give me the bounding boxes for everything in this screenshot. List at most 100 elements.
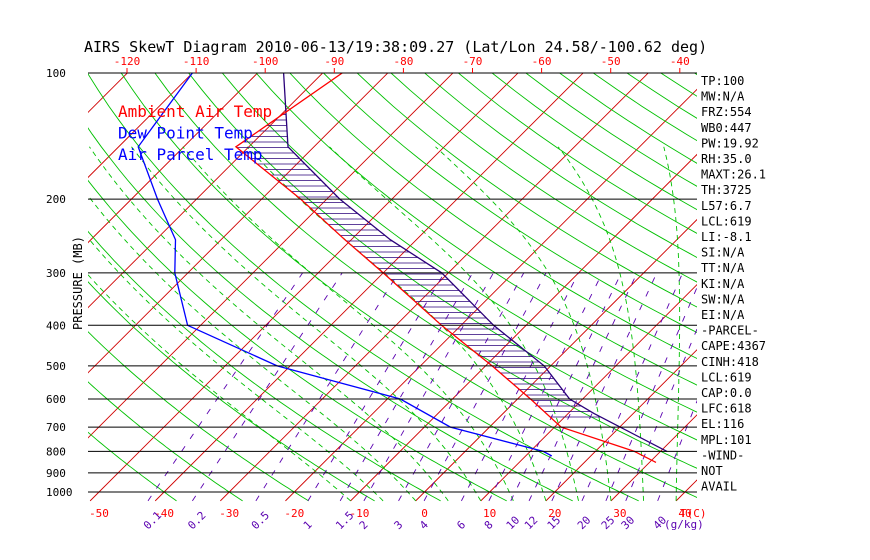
index-item: PW:19.92 [701,136,759,150]
dry-adiabat [88,431,177,502]
bottom-temp-unit: T(C) [680,507,707,520]
pressure-tick-label: 1000 [46,486,73,499]
pressure-tick-label: 800 [46,445,66,458]
mixing-ratio-tick-label: 10 [504,514,523,533]
dry-adiabat [255,73,697,386]
mixing-ratio-line [625,327,697,502]
dry-adiabat [356,73,697,308]
bottom-temp-tick-label: -30 [219,507,239,520]
bottom-temp-tick-label: -20 [284,507,304,520]
dry-adiabat [796,73,870,501]
bottom-temp-tick-label: 40 [678,507,691,520]
dry-adiabat [491,73,697,211]
moist-adiabat [246,146,547,502]
moist-adiabat [88,194,417,502]
top-temp-tick-label: -40 [670,55,690,68]
mixing-ratio-line [423,272,547,502]
index-item: SI:N/A [701,246,745,260]
index-item: FRZ:554 [701,105,752,119]
top-temp-tick-label: -50 [601,55,621,68]
index-item: L57:6.7 [701,199,752,213]
index-item: MPL:101 [701,433,752,447]
mixing-ratio-tick-label: 12 [522,514,541,533]
isotherm-line [0,64,72,501]
pressure-tick-label: 700 [46,421,66,434]
pressure-tick-label: 300 [46,267,66,280]
moist-adiabat [663,146,681,501]
y-axis-label: PRESSURE (MB) [71,236,85,330]
pressure-tick-label: 100 [46,67,66,80]
index-item: TH:3725 [701,183,752,197]
mixing-ratio-line [461,272,579,502]
mixing-ratio-line [192,272,343,502]
isotherm-line [545,349,697,502]
isotherm-line [88,73,454,439]
dry-adiabat [323,73,697,334]
pressure-tick-label: 200 [46,193,66,206]
dry-adiabat [88,331,309,502]
index-item: LFC:618 [701,402,752,416]
top-temp-tick-label: -120 [114,55,141,68]
dry-adiabat [458,73,697,234]
dry-adiabat [88,281,375,502]
bottom-temp-tick-label: 20 [548,507,561,520]
index-item: AVAIL [701,480,737,494]
dry-adiabat [762,73,870,501]
index-item: NOT [701,464,723,478]
mixing-ratio-tick-label: 0.5 [249,509,272,532]
isotherm-line [610,414,697,502]
pressure-tick-label: 400 [46,319,66,332]
isotherm-line [154,73,584,502]
top-temp-tick-label: -80 [393,55,413,68]
index-item: CAP:0.0 [701,386,752,400]
dry-adiabat [660,73,697,97]
mixing-ratio-tick-label: 6 [454,518,468,532]
isotherm-line [480,284,697,502]
bottom-temp-tick-label: 10 [483,507,496,520]
mixing-ratio-line [255,272,399,502]
index-item: MAXT:26.1 [701,168,766,182]
dry-adiabat [525,73,697,187]
dry-adiabat [88,73,639,502]
isotherm-line [88,73,128,113]
bottom-temp-tick-label: 0 [421,507,428,520]
pressure-tick-label: 500 [46,360,66,373]
isotherm-line [415,218,697,502]
dry-adiabat [390,73,697,283]
dry-adiabat [221,73,697,413]
bottom-temp-tick-label: 30 [613,507,626,520]
legend-item: Dew Point Temp [118,124,253,143]
dry-adiabat [88,127,573,502]
cape-hatch [236,114,601,418]
mixing-ratio-line [147,272,303,502]
index-item: WB0:447 [701,121,752,135]
legend-item: Air Parcel Temp [118,145,263,164]
isotherm-line [220,73,649,502]
top-temp-tick-label: -70 [463,55,483,68]
index-item: EL:116 [701,417,744,431]
index-item: SW:N/A [701,292,745,306]
index-item: LCL:619 [701,214,752,228]
parcel-temp-line [282,73,668,452]
index-item: TT:N/A [701,261,745,275]
mixing-ratio-tick-label: 0.2 [185,509,208,532]
mixing-ratio-unit: (g/kg) [664,518,704,531]
isotherm-line [0,64,6,501]
mixing-ratio-tick-label: 20 [575,514,594,533]
isotherm-line [88,73,259,244]
mixing-ratio-line [551,272,658,502]
index-item: MW:N/A [701,90,745,104]
dry-adiabat [88,381,243,502]
index-item: KI:N/A [701,277,745,291]
isotherm-line [350,153,697,502]
index-item: -PARCEL- [701,324,759,338]
pressure-tick-label: 900 [46,467,66,480]
legend-item: Ambient Air Temp [118,102,272,121]
mixing-ratio-line [510,272,622,502]
pressure-tick-label: 600 [46,393,66,406]
isotherm-line [806,64,870,501]
bottom-temp-tick-label: -40 [154,507,174,520]
index-item: RH:35.0 [701,152,752,166]
